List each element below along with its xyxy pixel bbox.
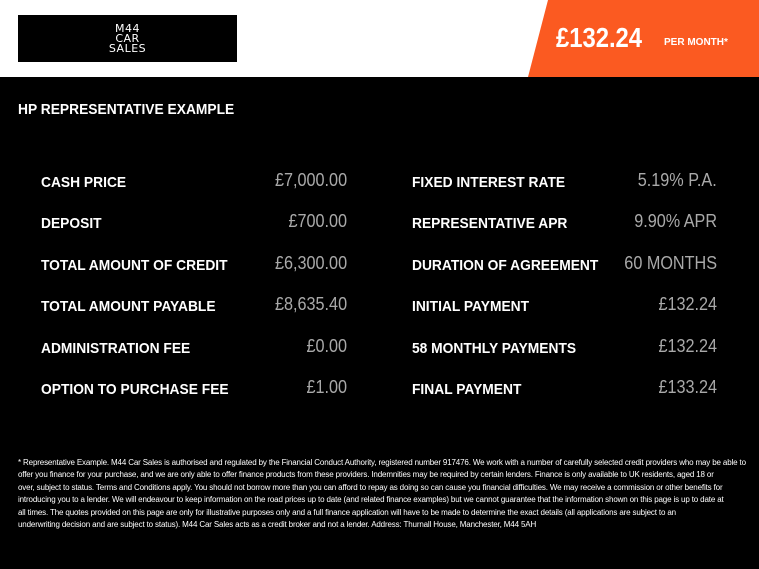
finance-label: FINAL PAYMENT	[412, 381, 522, 398]
finance-label: FIXED INTEREST RATE	[412, 174, 566, 191]
finance-row: TOTAL AMOUNT PAYABLE £8,635.40	[41, 294, 347, 318]
finance-value: £133.24	[658, 377, 717, 397]
finance-value: 9.90% APR	[634, 211, 717, 231]
finance-row: TOTAL AMOUNT OF CREDIT £6,300.00	[41, 253, 347, 277]
finance-row: DEPOSIT £700.00	[41, 211, 347, 235]
finance-row: CASH PRICE £7,000.00	[41, 170, 347, 194]
finance-label: TOTAL AMOUNT PAYABLE	[41, 298, 216, 315]
finance-label: REPRESENTATIVE APR	[412, 215, 568, 232]
finance-row: REPRESENTATIVE APR 9.90% APR	[412, 211, 717, 235]
finance-value: £132.24	[658, 336, 717, 356]
per-month-label: PER MONTH*	[664, 37, 728, 48]
finance-row: FIXED INTEREST RATE 5.19% P.A.	[412, 170, 717, 194]
finance-value: 5.19% P.A.	[638, 170, 717, 190]
logo-text: SALES	[108, 41, 147, 55]
finance-row: ADMINISTRATION FEE £0.00	[41, 336, 347, 360]
monthly-price: £132.24	[556, 22, 643, 53]
finance-label: TOTAL AMOUNT OF CREDIT	[41, 257, 228, 274]
finance-value: £700.00	[288, 211, 347, 231]
finance-row: INITIAL PAYMENT £132.24	[412, 294, 717, 318]
disclaimer-line: all times. The quotes provided on this p…	[18, 507, 676, 517]
price-banner	[528, 0, 759, 77]
page-title: HP REPRESENTATIVE EXAMPLE	[18, 101, 235, 118]
disclaimer-line: * Representative Example. M44 Car Sales …	[18, 458, 746, 467]
finance-label: OPTION TO PURCHASE FEE	[41, 381, 229, 398]
finance-value: £0.00	[306, 336, 347, 356]
finance-label: CASH PRICE	[41, 174, 127, 191]
finance-value: £132.24	[658, 294, 717, 314]
disclaimer-line: introducing you to a lender. We will end…	[18, 495, 724, 505]
logo-text: CAR	[115, 31, 140, 45]
finance-value: 60 MONTHS	[624, 253, 717, 273]
finance-row: 58 MONTHLY PAYMENTS £132.24	[412, 336, 717, 360]
disclaimer-line: offer you finance for your purchase, and…	[18, 470, 714, 480]
finance-value: £1.00	[306, 377, 347, 397]
finance-label: ADMINISTRATION FEE	[41, 340, 191, 357]
finance-label: DURATION OF AGREEMENT	[412, 257, 599, 274]
disclaimer: * Representative Example. M44 Car Sales …	[18, 457, 746, 531]
logo-text: M44	[115, 21, 140, 35]
finance-row: FINAL PAYMENT £133.24	[412, 377, 717, 401]
finance-row: DURATION OF AGREEMENT 60 MONTHS	[412, 253, 717, 277]
finance-label: INITIAL PAYMENT	[412, 298, 530, 315]
finance-label: 58 MONTHLY PAYMENTS	[412, 340, 577, 357]
finance-label: DEPOSIT	[41, 215, 102, 232]
finance-row: OPTION TO PURCHASE FEE £1.00	[41, 377, 347, 401]
logo: M44 CAR SALES	[18, 15, 237, 62]
disclaimer-line: over, subject to status. Terms and Condi…	[18, 482, 723, 492]
disclaimer-line: underwriting decision and are subject to…	[18, 520, 537, 530]
finance-value: £6,300.00	[274, 253, 347, 273]
finance-value: £7,000.00	[274, 170, 347, 190]
finance-value: £8,635.40	[274, 294, 347, 314]
